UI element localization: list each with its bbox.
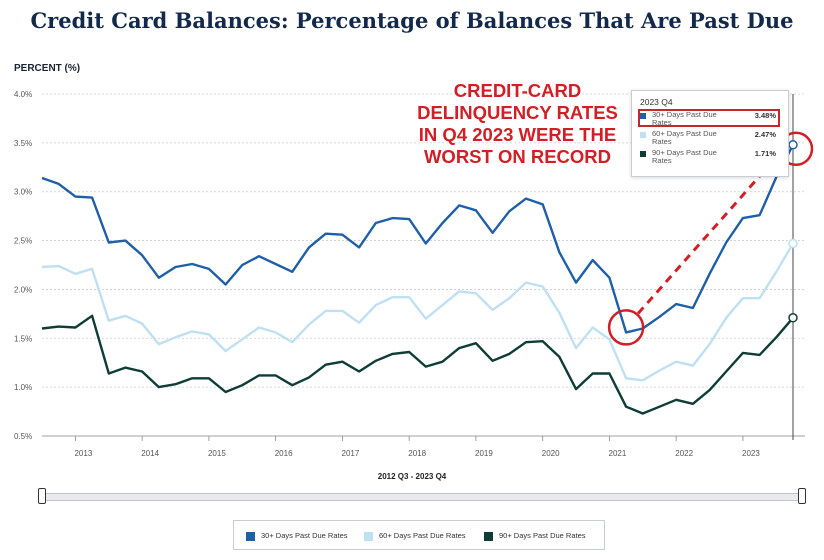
- swatch-90-icon: [640, 151, 646, 157]
- swatch-60-icon: [640, 132, 646, 138]
- annotation-arrow: [636, 157, 777, 315]
- x-tick-label: 2013: [74, 449, 92, 458]
- tooltip-row-name: 90+ Days Past Due Rates: [652, 148, 717, 165]
- y-tick-label: 2.0%: [14, 285, 32, 294]
- y-tick-label: 3.0%: [14, 188, 32, 197]
- series-line-60: [41, 242, 795, 382]
- tooltip-row-name: 30+ Days Past Due Rates: [652, 110, 717, 127]
- tooltip-row-value: 2.47%: [754, 130, 776, 139]
- y-tick-label: 4.0%: [14, 90, 32, 99]
- tooltip-row-name: 60+ Days Past Due Rates: [652, 129, 717, 146]
- x-tick-label: 2015: [208, 449, 226, 458]
- tooltip-row-value: 1.71%: [754, 149, 776, 158]
- legend-item-90[interactable]: 90+ Days Past Due Rates: [484, 531, 586, 541]
- x-tick-label: 2021: [609, 449, 627, 458]
- hover-point: [788, 313, 798, 323]
- series-line-90: [41, 314, 794, 415]
- legend-label: 60+ Days Past Due Rates: [379, 531, 466, 540]
- line-chart: 0.5% 1.0% 1.5% 2.0% 2.5% 3.0% 3.5% 4.0% 2013 2014…: [14, 90, 814, 458]
- slider-track[interactable]: [42, 493, 804, 501]
- legend-swatch-60-icon: [364, 531, 373, 541]
- x-tick-label: 2019: [475, 449, 493, 458]
- callout-text: CREDIT-CARD DELINQUENCY RATES IN Q4 2023…: [417, 80, 618, 167]
- y-tick-label: 0.5%: [14, 432, 32, 441]
- slider-right-handle[interactable]: [798, 488, 806, 504]
- range-label: 2012 Q3 - 2023 Q4: [377, 472, 447, 481]
- x-tick-label: 2017: [342, 449, 360, 458]
- legend-item-30[interactable]: 30+ Days Past Due Rates: [246, 531, 348, 541]
- chart-title: Credit Card Balances: Percentage of Bala…: [30, 8, 794, 33]
- series-line-30: [41, 144, 795, 334]
- legend-label: 90+ Days Past Due Rates: [499, 531, 586, 540]
- x-tick-label: 2016: [275, 449, 293, 458]
- annotation-circle-low: [607, 309, 645, 346]
- x-tick-label: 2014: [141, 449, 159, 458]
- slider-left-handle[interactable]: [38, 488, 46, 504]
- y-tick-label: 1.0%: [14, 383, 32, 392]
- x-tick-label: 2023: [742, 449, 760, 458]
- hover-point: [788, 238, 798, 249]
- y-axis-label: PERCENT (%): [14, 63, 81, 74]
- tooltip-highlight-box: [638, 109, 780, 127]
- legend-label: 30+ Days Past Due Rates: [261, 531, 348, 540]
- swatch-30-icon: [640, 113, 646, 119]
- legend-swatch-90-icon: [484, 531, 493, 541]
- hover-point: [788, 140, 798, 150]
- legend-item-60[interactable]: 60+ Days Past Due Rates: [364, 531, 466, 541]
- tooltip: 2023 Q4 30+ Days Past Due Rates 3.48% 60…: [631, 90, 789, 177]
- x-tick-label: 2022: [675, 449, 693, 458]
- y-tick-label: 3.5%: [14, 139, 32, 148]
- tooltip-row-60: 60+ Days Past Due Rates 2.47%: [640, 130, 780, 148]
- date-range-slider[interactable]: [38, 488, 806, 504]
- x-tick-label: 2018: [408, 449, 426, 458]
- tooltip-row-value: 3.48%: [754, 111, 776, 120]
- x-tick-label: 2020: [542, 449, 560, 458]
- y-tick-label: 2.5%: [14, 237, 32, 246]
- tooltip-header: 2023 Q4: [640, 97, 673, 107]
- legend: 30+ Days Past Due Rates 60+ Days Past Du…: [233, 520, 605, 550]
- legend-swatch-30-icon: [246, 531, 255, 541]
- y-tick-label: 1.5%: [14, 334, 32, 343]
- tooltip-row-30: 30+ Days Past Due Rates 3.48%: [640, 111, 780, 129]
- tooltip-row-90: 90+ Days Past Due Rates 1.71%: [640, 149, 780, 167]
